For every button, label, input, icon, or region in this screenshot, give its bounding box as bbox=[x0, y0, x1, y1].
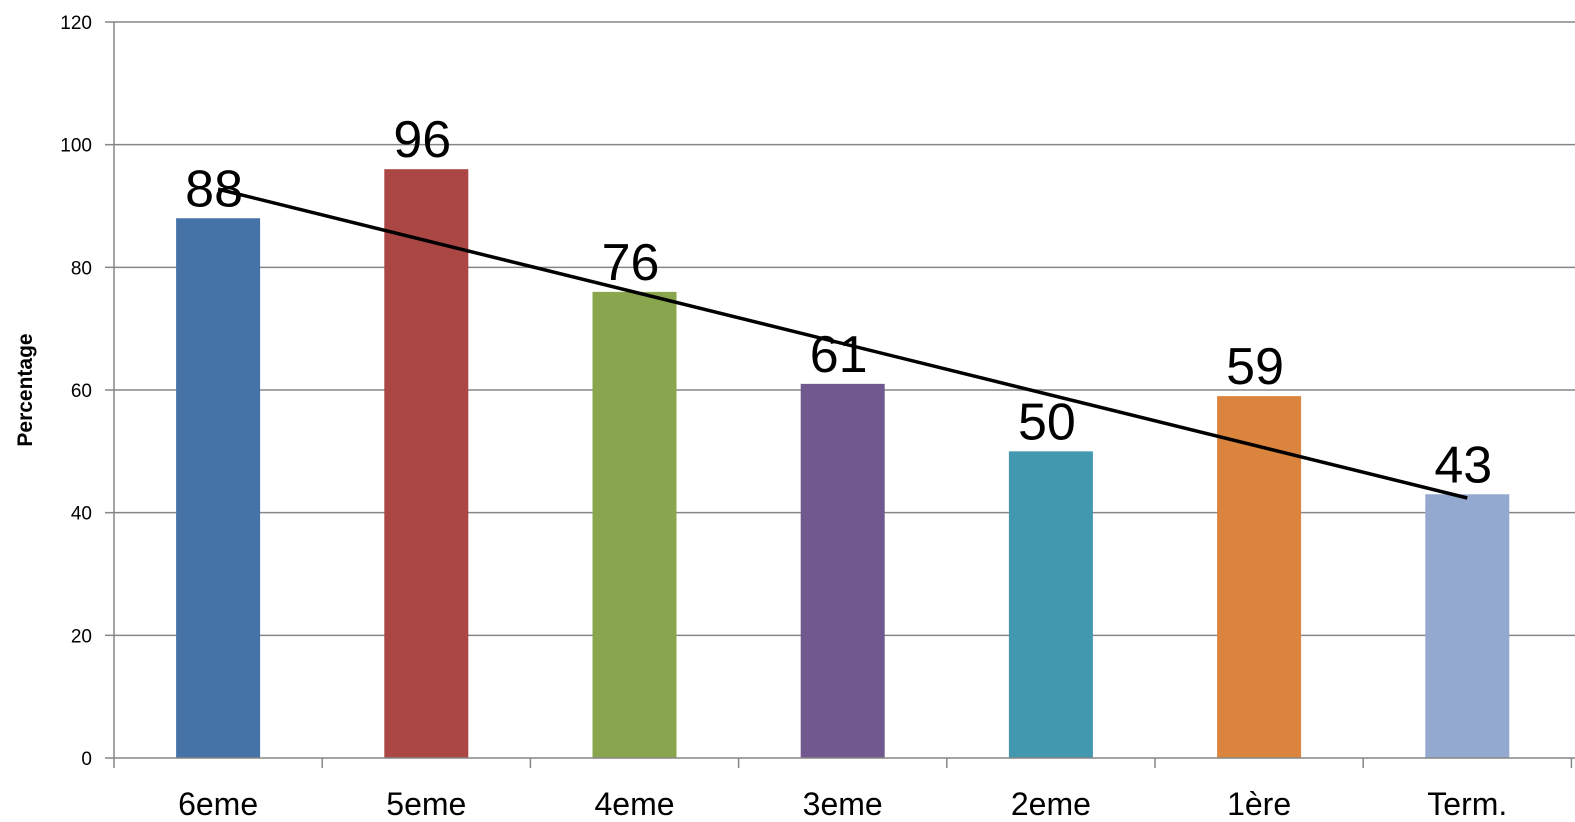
x-tick-label-3: 4eme bbox=[594, 786, 674, 822]
data-label-1: 88 bbox=[185, 160, 243, 218]
data-label-6: 59 bbox=[1226, 338, 1284, 396]
bar-4 bbox=[800, 383, 885, 758]
y-axis-title: Percentage bbox=[14, 333, 37, 446]
y-tick-label-120: 120 bbox=[60, 13, 92, 34]
x-tick-label-5: 2eme bbox=[1011, 786, 1091, 822]
bar-6 bbox=[1217, 396, 1302, 758]
x-tick-label-1: 6eme bbox=[178, 786, 258, 822]
y-tick-label-20: 20 bbox=[71, 626, 92, 647]
x-tick-label-2: 5eme bbox=[386, 786, 466, 822]
data-labels: 88 96 76 61 50 59 43 bbox=[185, 111, 1492, 494]
data-label-7: 43 bbox=[1434, 436, 1492, 494]
y-tick-label-100: 100 bbox=[60, 136, 92, 157]
y-tick-label-80: 80 bbox=[71, 258, 92, 279]
y-tick-label-60: 60 bbox=[71, 381, 92, 402]
bar-5 bbox=[1008, 451, 1093, 758]
data-label-4: 61 bbox=[810, 326, 868, 384]
y-tick-label-0: 0 bbox=[81, 749, 92, 770]
x-tick-label-4: 3eme bbox=[803, 786, 883, 822]
bar-2 bbox=[384, 169, 469, 758]
trendline-group bbox=[217, 187, 1468, 500]
x-tick-label-6: 1ère bbox=[1227, 786, 1291, 822]
axes: 0 20 40 60 80 100 120 6eme 5eme 4eme 3eme 2eme 1ère T… bbox=[60, 13, 1575, 822]
data-label-3: 76 bbox=[602, 234, 660, 292]
data-label-5: 50 bbox=[1018, 393, 1076, 451]
x-tick-label-7: Term. bbox=[1427, 786, 1507, 822]
bars bbox=[176, 169, 1510, 758]
y-tick-label-40: 40 bbox=[71, 504, 92, 525]
bar-1 bbox=[176, 218, 261, 758]
data-label-2: 96 bbox=[393, 111, 451, 169]
trendline bbox=[217, 187, 1468, 500]
bar-3 bbox=[592, 291, 677, 758]
bar-7 bbox=[1425, 494, 1510, 758]
